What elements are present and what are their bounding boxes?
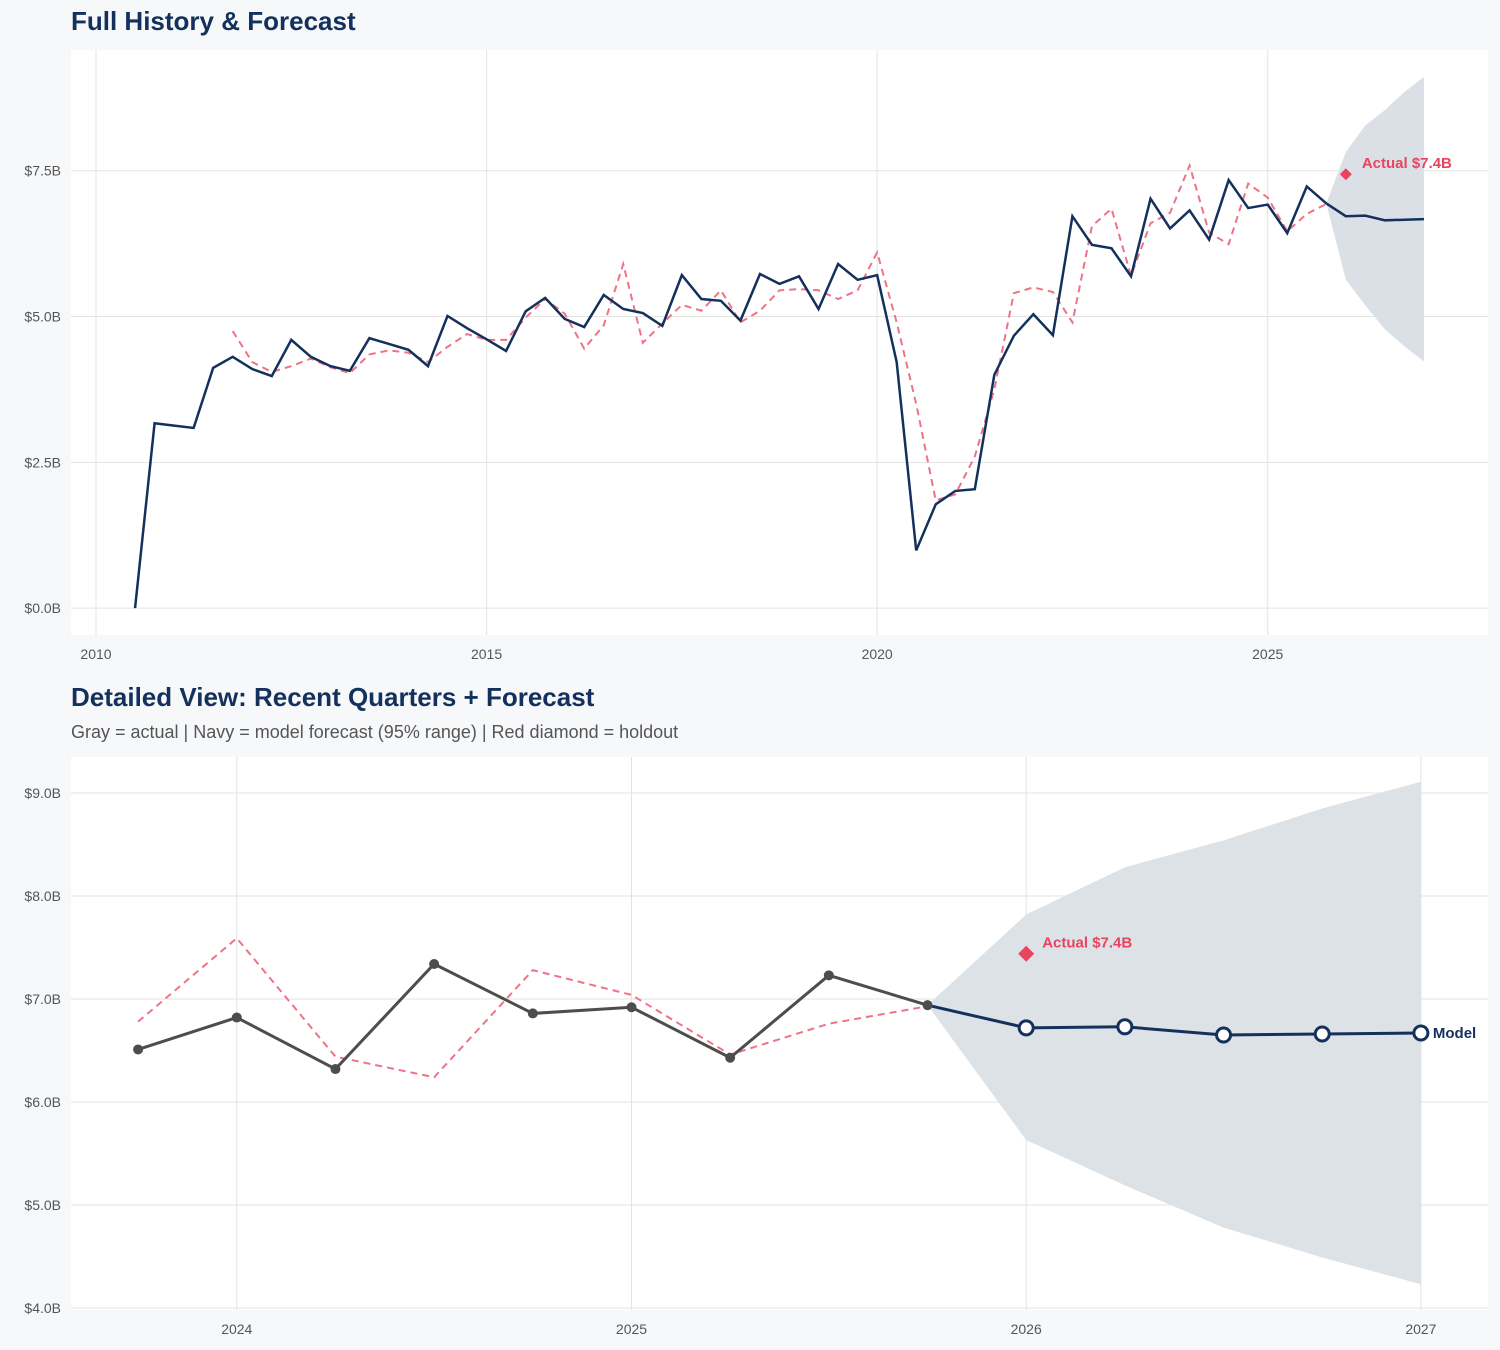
holdout-label: Actual $7.4B [1042, 935, 1132, 952]
x-tick-label: 2020 [862, 646, 893, 662]
forecast-point [1313, 1025, 1331, 1043]
y-tick-label: $7.5B [24, 163, 61, 179]
x-tick-label: 2015 [471, 646, 502, 662]
top-chart-title: Full History & Forecast [71, 6, 356, 36]
actual-point [725, 1052, 736, 1063]
fitted-line [137, 936, 928, 1079]
fitted-line [231, 162, 1327, 502]
forecast-point [1017, 1019, 1035, 1037]
bottom-chart-title: Detailed View: Recent Quarters + Forecas… [71, 682, 595, 712]
forecast-point [1412, 1024, 1430, 1042]
full-history-chart: $0.0B $2.5B $5.0B $7.5B 2010 2015 2020 2025 Actu… [24, 50, 1488, 662]
actual-point [626, 1002, 637, 1013]
y-tick-label: $5.0B [24, 1197, 61, 1213]
x-tick-label: 2027 [1405, 1321, 1436, 1337]
forecast-95-band [927, 781, 1421, 1285]
y-tick-label: $2.5B [24, 454, 61, 470]
y-tick-label: $6.0B [24, 1094, 61, 1110]
forecast-line [927, 1003, 1421, 1037]
y-tick-label: $8.0B [24, 888, 61, 904]
holdout-diamond [1339, 168, 1352, 181]
x-tick-label: 2025 [616, 1321, 647, 1337]
actual-point [823, 970, 834, 981]
holdout-diamond [1018, 945, 1035, 962]
actual-point [429, 958, 440, 969]
forecast-point [1116, 1018, 1134, 1036]
y-tick-label: $4.0B [24, 1300, 61, 1316]
x-tick-label: 2026 [1011, 1321, 1042, 1337]
y-tick-label: $5.0B [24, 309, 61, 325]
actual-point [922, 1000, 933, 1011]
model-label: Model [1433, 1025, 1476, 1042]
y-tick-label: $0.0B [24, 600, 61, 616]
actual-point [231, 1012, 242, 1023]
holdout-label: Actual $7.4B [1362, 155, 1452, 172]
x-tick-label: 2010 [80, 646, 111, 662]
forecast-point [1215, 1026, 1233, 1044]
y-tick-label: $7.0B [24, 991, 61, 1007]
x-tick-label: 2024 [221, 1321, 252, 1337]
actual-point [133, 1044, 144, 1055]
actual-point [330, 1064, 341, 1075]
forecast-line [1325, 202, 1424, 222]
y-tick-label: $9.0B [24, 785, 61, 801]
actual-point [527, 1008, 538, 1019]
x-tick-label: 2025 [1252, 646, 1283, 662]
plot-area [71, 50, 1488, 635]
bottom-chart-subtitle: Gray = actual | Navy = model forecast (9… [71, 722, 679, 742]
actual-line [133, 177, 1328, 609]
